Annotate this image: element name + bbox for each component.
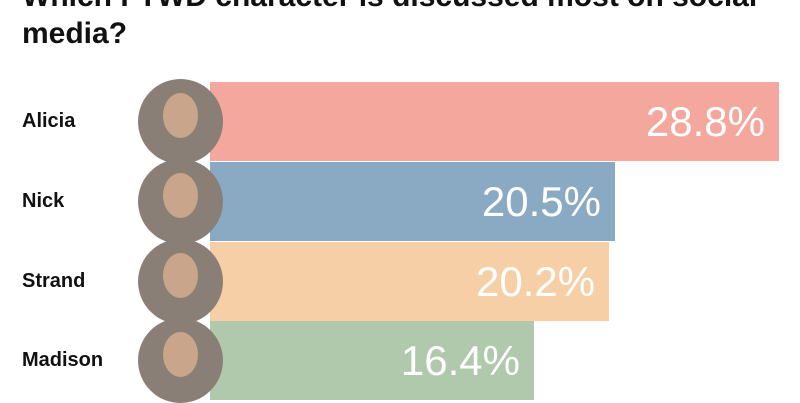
data-label: 20.5% bbox=[481, 178, 602, 225]
data-label: 16.4% bbox=[400, 337, 520, 384]
bar-row: Alicia 28.8% bbox=[0, 79, 800, 164]
character-photo bbox=[138, 318, 223, 403]
data-label: 28.8% bbox=[645, 98, 765, 145]
character-photo bbox=[138, 79, 223, 164]
bar: 20.2% bbox=[210, 242, 610, 321]
category-label: Alicia bbox=[22, 110, 76, 132]
character-photo bbox=[138, 239, 223, 324]
bar: 28.8% bbox=[210, 82, 779, 161]
bar: 16.4% bbox=[210, 321, 534, 400]
bar-row: Strand 20.2% bbox=[0, 239, 800, 324]
bar-row: Madison 16.4% bbox=[0, 318, 800, 403]
category-label: Nick bbox=[22, 190, 65, 212]
category-label: Strand bbox=[22, 270, 86, 292]
chart-title: Which FTWD character is discussed most o… bbox=[22, 0, 757, 50]
data-label: 20.2% bbox=[475, 258, 596, 305]
bar: 20.5% bbox=[210, 162, 616, 241]
category-label: Madison bbox=[22, 349, 104, 371]
bar-row: Nick 20.5% bbox=[0, 159, 800, 244]
character-photo bbox=[138, 159, 223, 244]
